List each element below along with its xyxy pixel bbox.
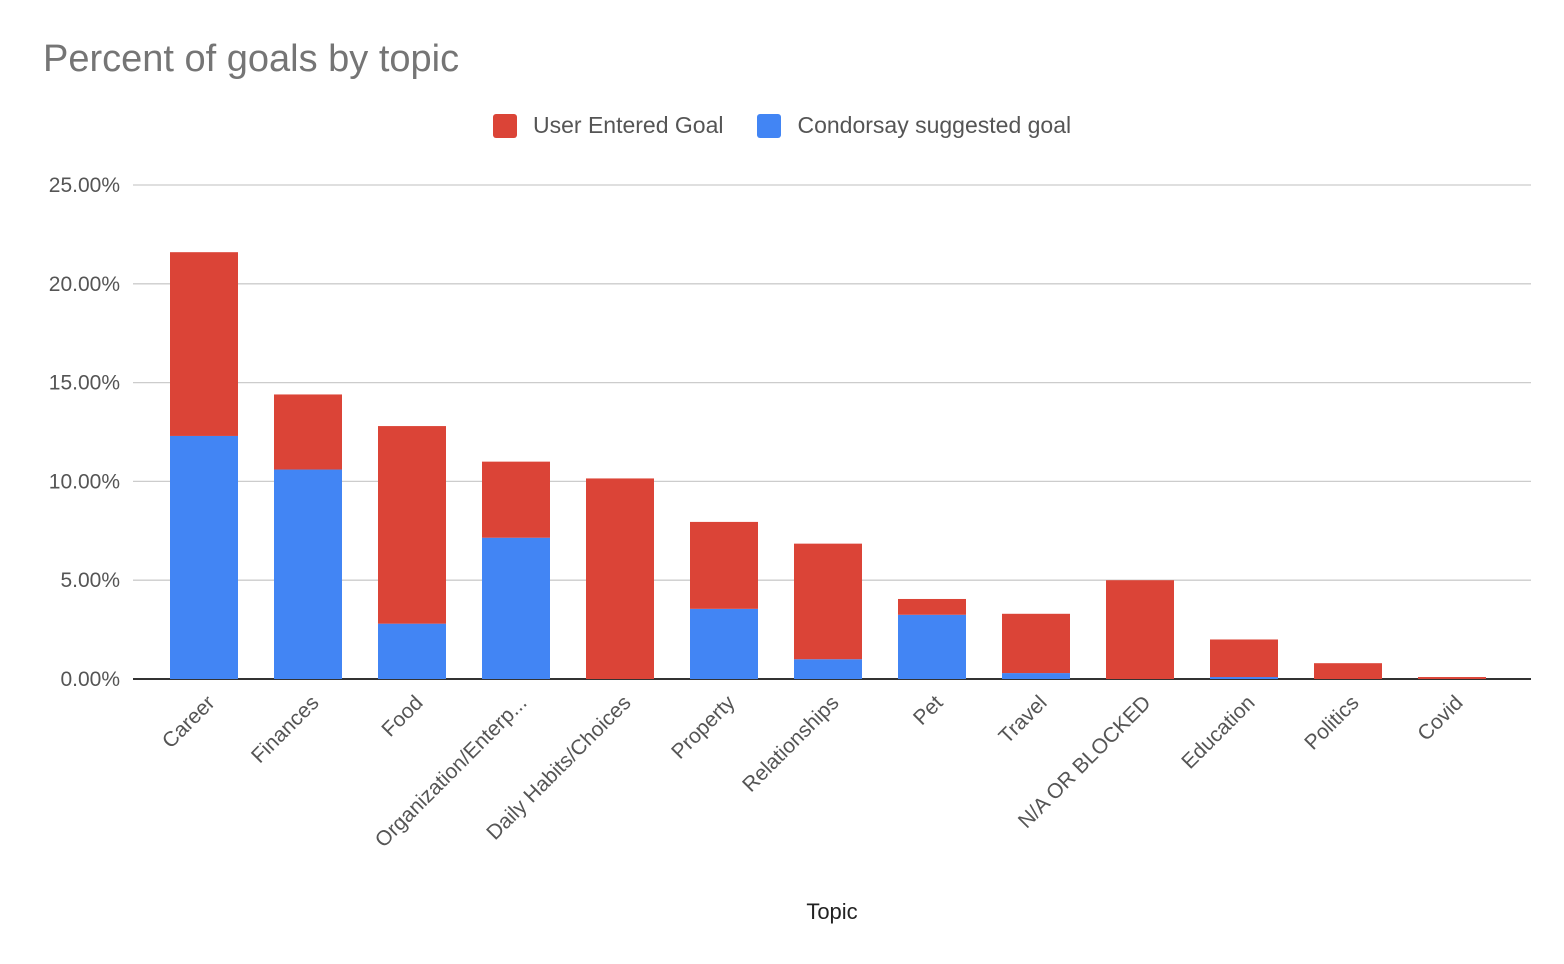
bar-user-entered[interactable]: [1314, 663, 1382, 679]
x-category-label: Relationships: [738, 691, 843, 796]
y-axis-ticks: 0.00% 5.00% 10.00% 15.00% 20.00% 25.00%: [49, 174, 120, 691]
x-category-label: Pet: [909, 691, 948, 730]
bar-condorsay-suggested[interactable]: [274, 469, 342, 679]
bar-user-entered[interactable]: [586, 478, 654, 679]
bars: [170, 252, 1486, 679]
legend-swatch-condorsay-suggested: [757, 113, 782, 138]
x-category-label: Travel: [995, 691, 1052, 748]
y-tick-label: 20.00%: [49, 273, 120, 296]
bar-user-entered[interactable]: [898, 598, 966, 615]
x-category-label: Politics: [1300, 691, 1363, 754]
x-axis-title: Topic: [806, 899, 857, 924]
chart-title: Percent of goals by topic: [43, 38, 460, 80]
x-category-label: Education: [1177, 691, 1259, 773]
bar-condorsay-suggested[interactable]: [1002, 673, 1070, 679]
x-category-label: Food: [377, 691, 427, 741]
bar-condorsay-suggested[interactable]: [378, 623, 446, 679]
bar-condorsay-suggested[interactable]: [794, 659, 862, 679]
bar-condorsay-suggested[interactable]: [170, 435, 238, 679]
legend-label-user-entered: User Entered Goal: [533, 112, 724, 138]
legend-swatch-user-entered: [493, 113, 517, 138]
bar-user-entered[interactable]: [1002, 613, 1070, 674]
bar-user-entered[interactable]: [1418, 677, 1486, 679]
x-category-label: Covid: [1413, 691, 1467, 745]
legend-item-user-entered[interactable]: User Entered Goal: [493, 112, 723, 139]
legend-item-condorsay-suggested[interactable]: Condorsay suggested goal: [757, 112, 1071, 139]
y-tick-label: 0.00%: [60, 668, 120, 691]
y-tick-label: 15.00%: [49, 372, 120, 395]
x-category-label: Property: [667, 691, 740, 764]
bar-condorsay-suggested[interactable]: [690, 608, 758, 679]
x-category-label: Finances: [247, 691, 324, 768]
bar-condorsay-suggested[interactable]: [898, 614, 966, 679]
bar-condorsay-suggested[interactable]: [482, 537, 550, 679]
bar-user-entered[interactable]: [690, 521, 758, 609]
bar-user-entered[interactable]: [378, 426, 446, 624]
bar-condorsay-suggested[interactable]: [1210, 677, 1278, 679]
y-tick-label: 10.00%: [49, 470, 120, 493]
x-category-label: Career: [158, 691, 220, 753]
y-tick-label: 5.00%: [60, 569, 120, 592]
legend-label-condorsay-suggested: Condorsay suggested goal: [797, 112, 1072, 138]
x-axis-category-labels: Career Finances FoodOrganization/Enterp...…: [158, 691, 1468, 852]
bar-user-entered[interactable]: [482, 461, 550, 538]
bar-user-entered[interactable]: [1210, 639, 1278, 678]
bar-user-entered[interactable]: [794, 543, 862, 660]
bar-user-entered[interactable]: [274, 394, 342, 470]
chart-legend: User Entered Goal Condorsay suggested go…: [493, 112, 1105, 139]
bar-user-entered[interactable]: [1106, 580, 1174, 679]
bar-user-entered[interactable]: [170, 252, 238, 436]
y-tick-label: 25.00%: [49, 174, 120, 197]
